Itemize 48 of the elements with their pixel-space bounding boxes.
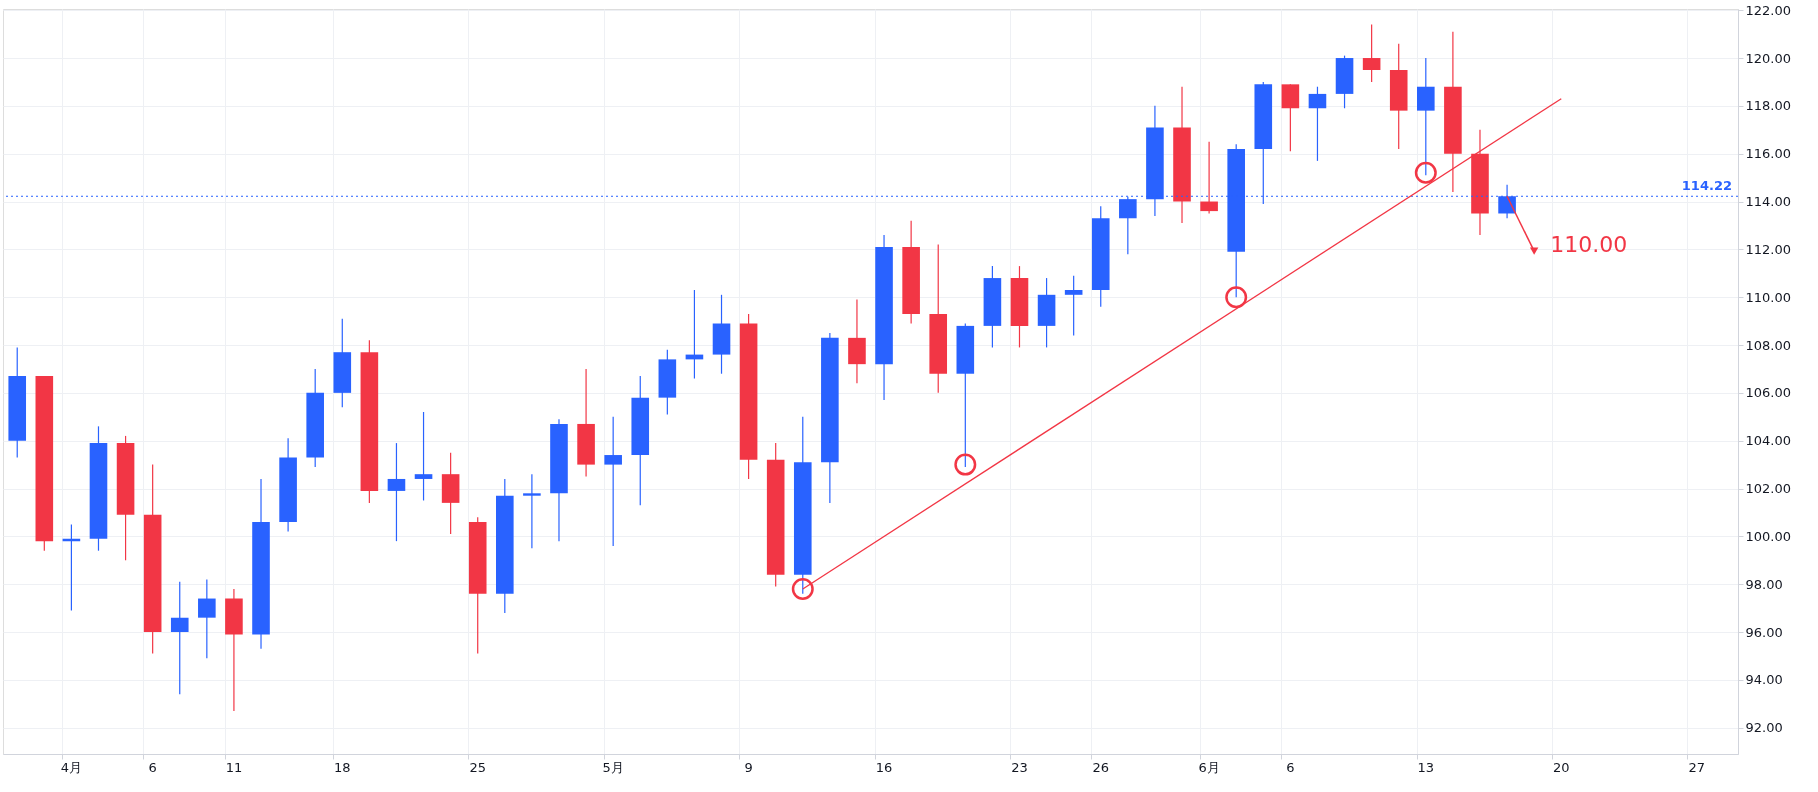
point xyxy=(791,578,814,600)
y-tick-label: 116.00 xyxy=(1745,146,1791,162)
x-tick-label: 16 xyxy=(875,759,893,775)
x-tick-label: 11 xyxy=(225,759,243,775)
x-tick-label: 9 xyxy=(744,759,753,775)
y-tick-label: 102.00 xyxy=(1745,481,1791,497)
x-tick-label: 4月 xyxy=(60,759,83,775)
point xyxy=(1414,161,1437,184)
x-tick-label: 23 xyxy=(1011,759,1028,775)
y-tick-label: 98.00 xyxy=(1745,576,1783,592)
x-tick-label: 6月 xyxy=(1198,759,1220,775)
y-tick-label: 94.00 xyxy=(1745,672,1783,688)
y-tick-label: 92.00 xyxy=(1745,720,1783,736)
x-tick-label: 6 xyxy=(148,759,157,775)
candlestick xyxy=(604,416,622,547)
point xyxy=(954,453,977,476)
x-tick-label: 26 xyxy=(1092,759,1110,775)
y-tick-label: 114.00 xyxy=(1745,194,1791,210)
candlestick xyxy=(1362,23,1381,83)
ref-line-label: 114.22 xyxy=(1681,178,1732,194)
y-tick-label: 106.00 xyxy=(1745,385,1791,401)
x-tick-label: 13 xyxy=(1417,759,1435,775)
candlestick xyxy=(414,411,433,502)
candlestick xyxy=(1064,275,1083,337)
candlestick xyxy=(523,473,541,549)
y-tick-label: 110.00 xyxy=(1745,289,1791,305)
y-tick-label: 100.00 xyxy=(1745,528,1791,544)
candlestick xyxy=(1281,83,1300,152)
y-tick-label: 108.00 xyxy=(1745,337,1791,353)
x-tick-label: 6 xyxy=(1286,759,1295,775)
x-tick-label: 5月 xyxy=(602,759,624,775)
y-tick-label: 118.00 xyxy=(1745,98,1791,114)
y-tick-label: 96.00 xyxy=(1745,624,1783,640)
y-tick-label: 104.00 xyxy=(1745,433,1791,449)
candlestick xyxy=(387,442,406,542)
x-tick-label: 18 xyxy=(334,759,351,775)
x-tick-label: 25 xyxy=(469,759,486,775)
candlestick xyxy=(1308,86,1327,162)
y-tick-label: 120.00 xyxy=(1745,50,1791,66)
x-tick-label: 27 xyxy=(1688,759,1705,775)
x-tick-label: 20 xyxy=(1552,759,1570,775)
candlestick xyxy=(1200,141,1218,215)
candlestick xyxy=(170,581,189,695)
y-tick-label: 122.00 xyxy=(1745,2,1791,18)
y-tick-label: 112.00 xyxy=(1745,241,1791,257)
point xyxy=(1225,286,1248,309)
annotation: 110.00 xyxy=(1550,232,1628,258)
candlestick xyxy=(198,578,216,659)
